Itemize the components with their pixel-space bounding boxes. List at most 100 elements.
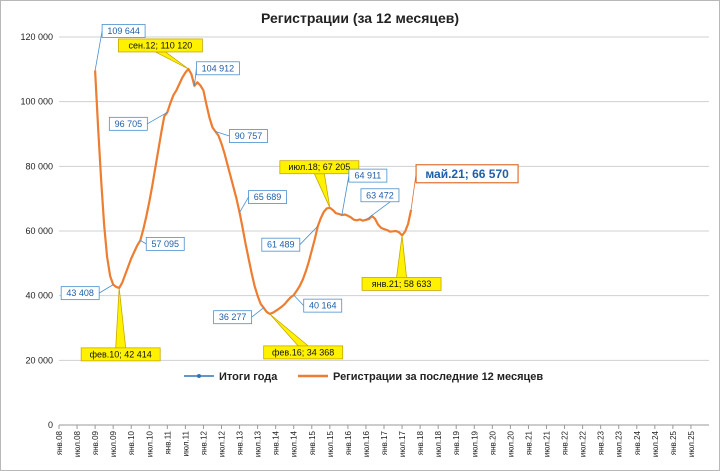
data-label: 61 489 [261, 225, 319, 252]
callout-text: 57 095 [151, 239, 179, 249]
x-tick-label: июл.23 [615, 430, 624, 457]
data-label: фев.10; 42 414 [80, 287, 161, 362]
callout-text: 63 472 [366, 190, 394, 200]
callout-leader [215, 131, 230, 137]
data-label: 104 912 [194, 61, 240, 86]
callout-pointer [396, 235, 408, 278]
x-tick-label: янв.25 [669, 430, 678, 455]
callout-box [213, 310, 253, 325]
data-label: 63 472 [360, 188, 400, 221]
callout-box [60, 286, 100, 301]
callout-text: 96 705 [115, 119, 143, 129]
data-label: 64 911 [341, 168, 388, 216]
callout-pointer [115, 287, 127, 349]
legend: Итоги года Регистрации за последние 12 м… [184, 371, 543, 383]
callout-text: 104 912 [202, 63, 235, 73]
legend-marker-yearly-totals [197, 374, 201, 378]
annotations-group: 109 644 43 408 фев.10; 42 414 57 095 96 705 с… [60, 24, 519, 362]
callout-text: янв.21; 58 633 [372, 279, 432, 289]
x-tick-label: июл.22 [579, 430, 588, 457]
callout-leader [239, 196, 249, 213]
x-tick-label: янв.09 [91, 430, 100, 455]
callout-text: 43 408 [66, 288, 94, 298]
series-line-1 [94, 67, 413, 315]
callout-box [279, 160, 360, 175]
data-label: 96 705 [108, 111, 168, 131]
data-label: 90 757 [215, 129, 268, 143]
y-tick-label: 20 000 [25, 355, 53, 365]
callout-box [145, 236, 185, 251]
x-tick-label: янв.08 [55, 430, 64, 455]
x-tick-label: июл.13 [254, 430, 263, 457]
x-tick-label: июл.10 [145, 430, 154, 457]
x-tick-label: янв.14 [272, 430, 281, 455]
callout-leader [140, 240, 147, 245]
callout-leader [94, 30, 103, 71]
data-label: 57 095 [140, 236, 185, 251]
x-tick-label: янв.21 [524, 430, 533, 455]
chart-title: Регистрации (за 12 месяцев) [261, 10, 459, 26]
callout-text: фев.10; 42 414 [90, 349, 152, 359]
data-label: 40 164 [293, 294, 343, 313]
data-label: май.21; 66 570 [410, 164, 519, 210]
data-label: 109 644 [94, 24, 146, 71]
x-tick-label: июл.20 [506, 430, 515, 457]
callout-box [117, 38, 203, 53]
callout-box [415, 164, 519, 184]
callout-box [229, 129, 268, 143]
data-label: янв.21; 58 633 [361, 235, 442, 291]
x-tick-label: июл.21 [543, 430, 552, 457]
grid-lines [59, 36, 709, 426]
x-tick-label: июл.08 [73, 430, 82, 457]
callout-pointer [155, 51, 189, 70]
callout-box [108, 116, 148, 131]
y-tick-label: 120 000 [20, 32, 53, 42]
callout-box [101, 24, 146, 38]
callout-box [361, 277, 442, 291]
callout-box [80, 347, 161, 362]
y-tick-label: 60 000 [25, 226, 53, 236]
x-tick-label: янв.20 [488, 430, 497, 455]
x-tick-label: янв.16 [344, 430, 353, 455]
callout-box [261, 237, 301, 252]
callout-leader [98, 284, 114, 294]
callout-text: сен.12; 110 120 [128, 40, 192, 50]
callout-leader [410, 173, 417, 210]
series-group [94, 67, 413, 315]
x-tick-label: июл.14 [290, 430, 299, 457]
callout-leader [147, 111, 168, 125]
x-tick-label: июл.12 [218, 430, 227, 457]
callout-text: 65 689 [254, 192, 282, 202]
x-tick-label: июл.19 [470, 430, 479, 457]
callout-pointer [269, 313, 310, 347]
x-tick-label: июл.15 [326, 430, 335, 457]
callout-box [263, 345, 344, 360]
x-tick-label: июл.25 [687, 430, 696, 457]
data-label: фев.16; 34 368 [263, 313, 344, 360]
callout-leader [299, 225, 319, 245]
x-tick-label: янв.18 [416, 430, 425, 455]
callout-text: 61 489 [267, 240, 295, 250]
callout-text: 36 277 [219, 312, 247, 322]
x-tick-label: янв.22 [561, 430, 570, 455]
data-label: 65 689 [239, 190, 287, 213]
callout-box [348, 168, 388, 183]
callout-leader [341, 175, 350, 216]
callout-text: июл.18; 67 205 [288, 162, 350, 172]
callout-box [360, 188, 400, 203]
x-tick-label: янв.17 [380, 430, 389, 455]
callout-leader [251, 307, 264, 318]
data-label: сен.12; 110 120 [117, 38, 203, 70]
x-axis-ticks: янв.08 июл.08 янв.09 июл.09 янв.10 июл.10 янв.… [55, 425, 696, 457]
callout-text: 40 164 [309, 301, 337, 311]
x-tick-label: янв.15 [308, 430, 317, 455]
callout-pointer [313, 173, 331, 208]
y-axis-ticks: 0 20 000 40 000 60 000 80 000 100 000 120 000 [20, 32, 53, 430]
data-label: 36 277 [213, 307, 264, 325]
callout-text: 109 644 [107, 26, 140, 36]
callout-leader [293, 294, 305, 306]
x-tick-label: янв.23 [597, 430, 606, 455]
y-tick-label: 40 000 [25, 291, 53, 301]
